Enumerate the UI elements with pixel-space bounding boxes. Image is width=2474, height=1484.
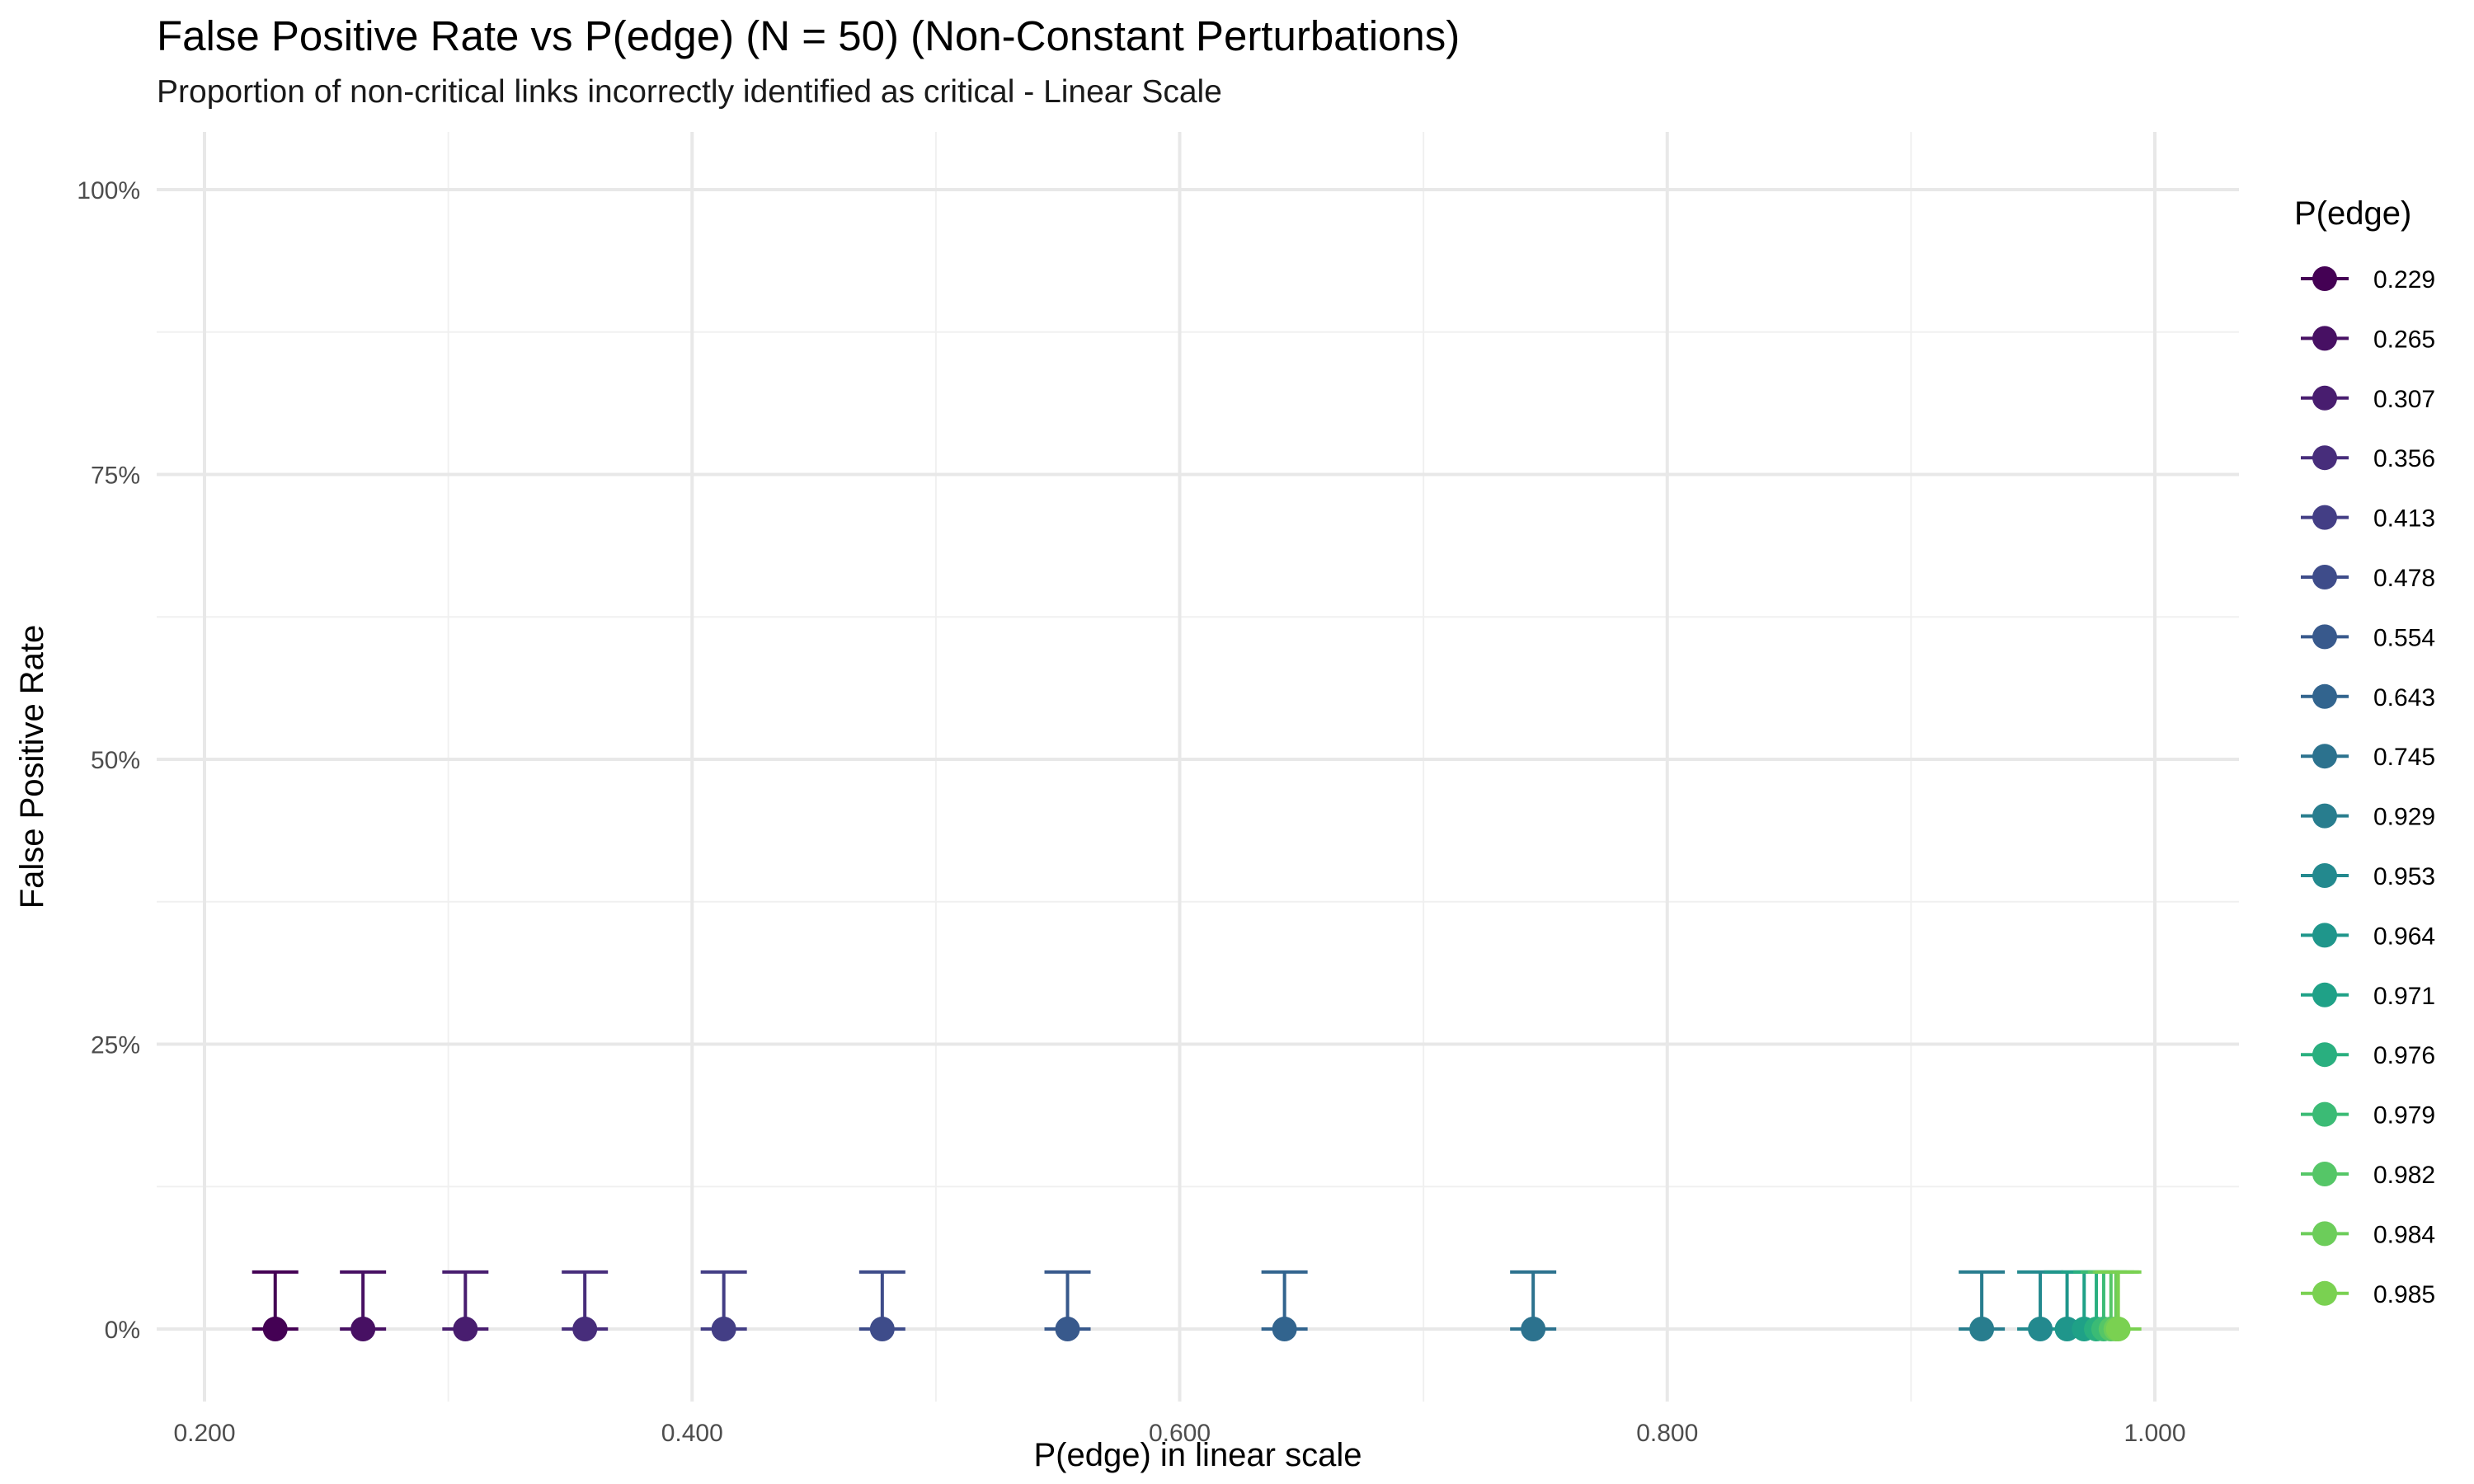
legend-label: 0.307 [2373,386,2435,413]
error-bar-layer [252,1270,2142,1331]
legend-label: 0.985 [2373,1281,2435,1308]
data-point [1055,1317,1080,1341]
x-tick-label: 1.000 [2124,1420,2185,1447]
data-point [2054,1317,2080,1341]
legend-key-point [2312,266,2337,291]
legend-key-point [2312,505,2337,530]
legend-key-point [2312,744,2337,769]
legend-label: 0.929 [2373,804,2435,831]
data-point [350,1317,376,1341]
legend-label: 0.478 [2373,565,2435,592]
x-tick-label: 0.800 [1636,1420,1698,1447]
legend-key-point [2312,1221,2337,1247]
legend: P(edge) 0.229 0.265 0.307 0.356 0.413 0.478 0.5… [2294,195,2435,1308]
legend-key-point [2312,385,2337,411]
y-tick-label: 25% [91,1032,140,1059]
legend-label: 0.265 [2373,326,2435,353]
legend-key-point [2312,1280,2337,1306]
chart-title: False Positive Rate vs P(edge) (N = 50) … [157,12,1460,59]
chart-subtitle: Proportion of non-critical links incorre… [157,74,1222,110]
legend-label: 0.984 [2373,1221,2435,1248]
y-tick-label: 100% [77,177,140,204]
legend-label: 0.229 [2373,266,2435,294]
data-point [1521,1317,1546,1341]
data-point [869,1317,895,1341]
legend-label: 0.554 [2373,624,2435,651]
legend-key-point [2312,683,2337,709]
y-tick-label: 75% [91,463,140,490]
x-tick-label: 0.400 [661,1420,723,1447]
data-point [262,1317,288,1341]
legend-label: 0.976 [2373,1042,2435,1069]
legend-title: P(edge) [2294,195,2411,232]
axis-layer: 0.200 0.400 0.600 0.800 1.000 0% 25% 50% 75% 100%… [14,177,2186,1473]
y-tick-label: 50% [91,747,140,774]
legend-label: 0.413 [2373,505,2435,533]
legend-label: 0.745 [2373,744,2435,771]
x-tick-label: 0.600 [1149,1420,1211,1447]
legend-label: 0.971 [2373,983,2435,1010]
legend-label: 0.643 [2373,684,2435,711]
legend-key-point [2312,565,2337,589]
legend-key-point [2312,863,2337,888]
x-axis-label: P(edge) in linear scale [1034,1437,1362,1473]
data-point [2028,1317,2053,1341]
data-point [572,1317,598,1341]
legend-label: 0.953 [2373,863,2435,890]
data-point [453,1317,478,1341]
legend-key-point [2312,624,2337,650]
x-tick-label: 0.200 [173,1420,235,1447]
data-point [2105,1317,2131,1341]
y-axis-label: False Positive Rate [14,625,50,909]
legend-key-point [2312,1162,2337,1186]
point-layer [262,1317,2131,1341]
data-point [1969,1317,1995,1341]
legend-key-point [2312,803,2337,829]
legend-key-point [2312,923,2337,948]
legend-label: 0.979 [2373,1102,2435,1129]
legend-key-point [2312,982,2337,1007]
legend-key-point [2312,326,2337,351]
data-point [1272,1317,1297,1341]
legend-label: 0.964 [2373,923,2435,950]
y-tick-label: 0% [105,1317,140,1344]
grid-layer [157,132,2239,1402]
data-point [711,1317,736,1341]
legend-key-point [2312,1101,2337,1127]
legend-label: 0.356 [2373,445,2435,472]
legend-key-point [2312,445,2337,471]
legend-key-point [2312,1042,2337,1068]
legend-label: 0.982 [2373,1162,2435,1189]
